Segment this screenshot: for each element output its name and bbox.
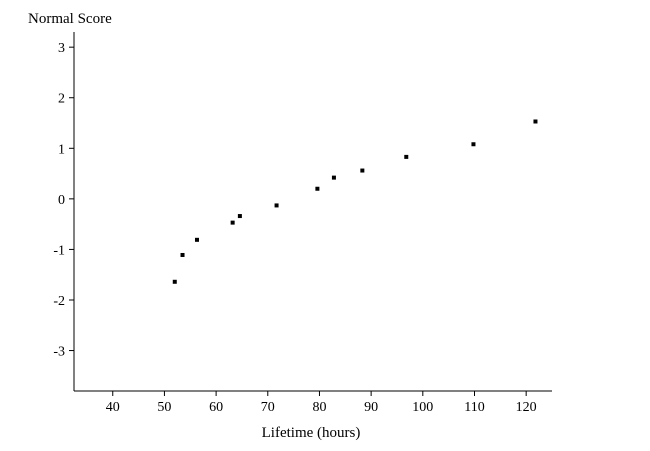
axes — [73, 32, 552, 392]
data-point — [404, 154, 409, 159]
data-point — [230, 220, 235, 225]
data-point — [315, 186, 320, 191]
data-point — [194, 237, 199, 242]
x-ticks: 40 50 60 70 80 90 100 110 120 — [106, 391, 537, 415]
data-point — [471, 142, 476, 147]
y-tick-label: 3 — [58, 41, 65, 56]
y-tick-label: 0 — [58, 193, 65, 208]
data-point — [274, 203, 279, 208]
x-tick-label: 90 — [364, 400, 378, 415]
data-point — [331, 175, 336, 180]
data-point — [360, 168, 365, 173]
x-tick-label: 60 — [209, 400, 223, 415]
data-point — [172, 279, 177, 284]
data-point — [180, 252, 185, 257]
x-axis-title: Lifetime (hours) — [262, 425, 361, 441]
x-tick-label: 50 — [157, 400, 171, 415]
x-tick-label: 100 — [412, 400, 433, 415]
y-axis-title: Normal Score — [28, 11, 112, 27]
x-tick-label: 70 — [261, 400, 275, 415]
y-tick-label: -1 — [53, 243, 65, 258]
y-tick-label: 1 — [58, 142, 65, 157]
x-tick-label: 40 — [106, 400, 120, 415]
y-tick-label: 2 — [58, 92, 65, 107]
data-point — [533, 119, 538, 124]
x-tick-label: 120 — [516, 400, 537, 415]
y-ticks: -3 -2 -1 0 1 2 3 — [53, 41, 74, 360]
data-point — [237, 214, 242, 219]
x-tick-label: 110 — [464, 400, 484, 415]
y-tick-label: -2 — [53, 294, 65, 309]
x-tick-label: 80 — [312, 400, 326, 415]
y-tick-label: -3 — [53, 345, 65, 360]
data-points — [172, 119, 538, 284]
